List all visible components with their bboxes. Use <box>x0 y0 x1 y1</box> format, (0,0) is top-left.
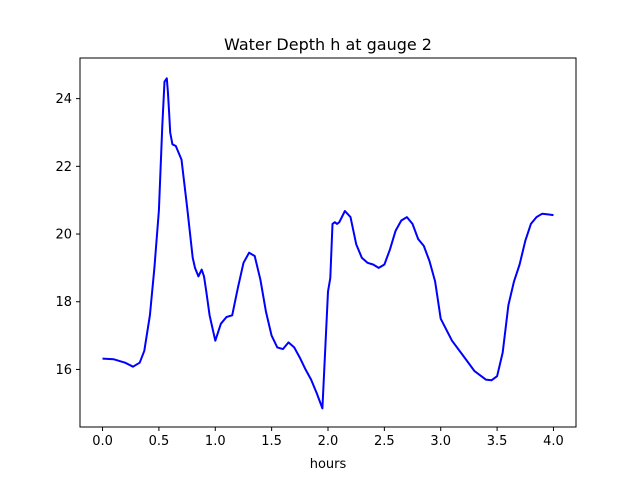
series-line-0 <box>102 77 554 410</box>
x-tick-label: 0.0 <box>92 434 113 449</box>
x-tick-label: 2.5 <box>374 434 395 449</box>
x-tick-label: 1.5 <box>261 434 282 449</box>
y-tick-label: 16 <box>55 363 72 378</box>
x-axis-label: hours <box>310 457 347 472</box>
y-tick-label: 24 <box>55 92 72 107</box>
x-tick-label: 0.5 <box>149 434 170 449</box>
y-tick-label: 18 <box>55 295 72 310</box>
plot-area: 0.0 0.5 1.0 1.5 2.0 2.5 3.0 3.5 4.0 16 18 20 22 24 <box>55 57 577 449</box>
chart-title: Water Depth h at gauge 2 <box>224 35 432 54</box>
y-tick-label: 22 <box>55 160 72 175</box>
x-tick-label: 4.0 <box>543 434 564 449</box>
x-tick-label: 2.0 <box>318 434 339 449</box>
y-tick-label: 20 <box>55 228 72 243</box>
x-tick-label: 3.0 <box>430 434 451 449</box>
x-tick-label: 3.5 <box>487 434 508 449</box>
x-tick-label: 1.0 <box>205 434 226 449</box>
